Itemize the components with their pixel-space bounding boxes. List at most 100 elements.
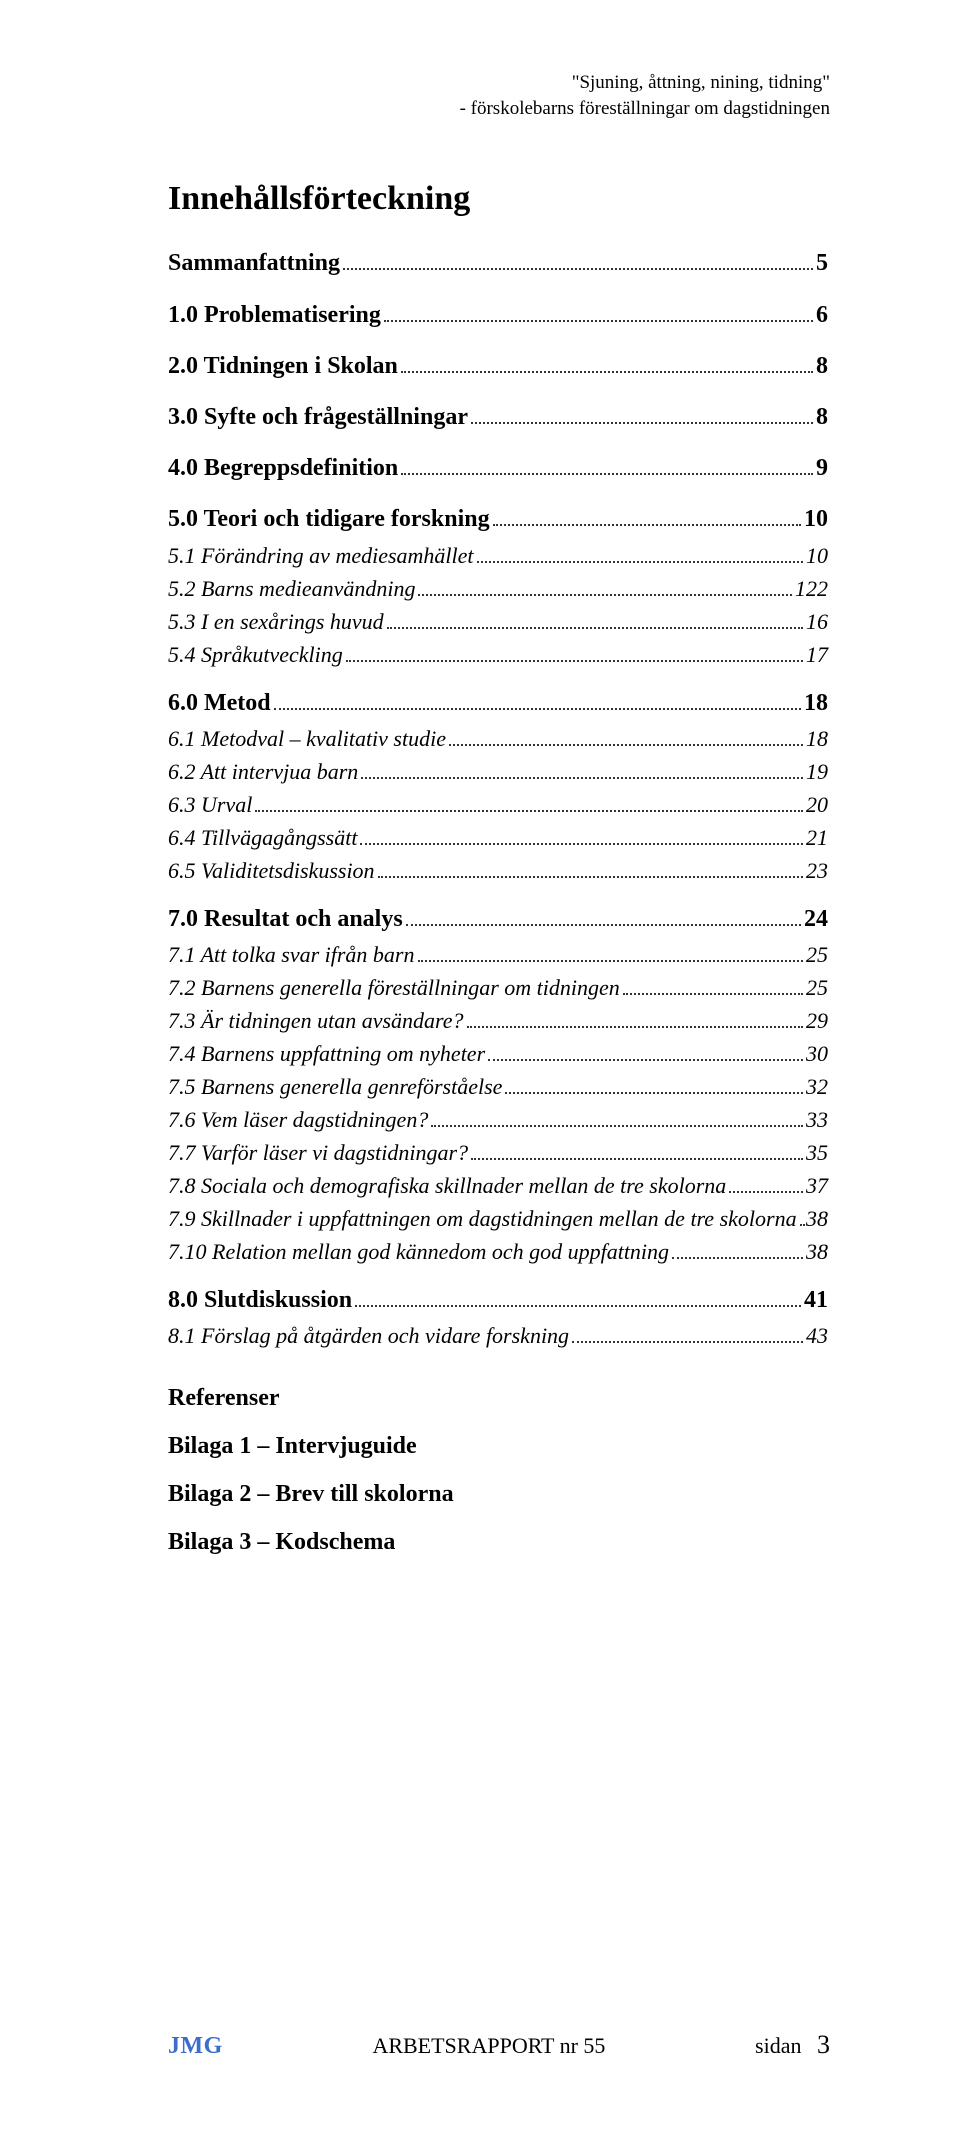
toc-entry: 7.2 Barnens generella föreställningar om… [168,971,828,1004]
toc-leader [672,1239,803,1259]
toc-entry: 8.1 Förslag på åtgärden och vidare forsk… [168,1319,828,1352]
toc-leader [378,858,803,878]
toc-entry: 5.4 Språkutveckling 17 [168,638,828,671]
toc-entry-label: 6.0 Metod [168,685,271,722]
toc-entry-page: 18 [806,722,828,755]
toc-entry-label: 8.0 Slutdiskussion [168,1282,352,1319]
toc-entry-label: 7.1 Att tolka svar ifrån barn [168,938,415,971]
footer-center: ARBETSRAPPORT nr 55 [223,2033,755,2059]
toc-entry: 5.3 I en sexårings huvud16 [168,605,828,638]
toc-entry-page: 23 [806,854,828,887]
toc-entry-page: 35 [806,1136,828,1169]
toc-entry-page: 10 [804,501,828,538]
appendix-item: Bilaga 3 – Kodschema [168,1518,830,1566]
toc-entry-page: 5 [816,245,828,282]
toc-entry-label: 5.2 Barns medieanvändning [168,572,415,605]
running-head-line2: - förskolebarns föreställningar om dagst… [290,96,830,122]
toc-leader [493,505,801,526]
toc-entry: 7.3 Är tidningen utan avsändare?29 [168,1004,828,1037]
toc-entry: 6.5 Validitetsdiskussion 23 [168,854,828,887]
toc-leader [418,576,792,596]
toc-entry-label: 5.4 Språkutveckling [168,638,343,671]
toc-entry: 7.5 Barnens generella genreförståelse32 [168,1070,828,1103]
footer-brand: JMG [168,2033,223,2060]
toc-entry-label: 7.0 Resultat och analys [168,901,403,938]
footer-page-number: 3 [817,2030,830,2059]
toc-entry-page: 41 [804,1282,828,1319]
toc-entry-label: 7.9 Skillnader i uppfattningen om dagsti… [168,1202,797,1235]
toc-leader [471,1140,803,1160]
toc-entry: 8.0 Slutdiskussion 41 [168,1282,828,1319]
toc-title: Innehållsförteckning [168,180,830,217]
toc-entry: 5.2 Barns medieanvändning122 [168,572,828,605]
toc-entry: 5.1 Förändring av mediesamhället10 [168,539,828,572]
toc-leader [361,759,803,779]
toc-entry-label: 7.6 Vem läser dagstidningen? [168,1103,428,1136]
toc-entry: 6.4 Tillvägagångssätt 21 [168,821,828,854]
appendix-item: Bilaga 2 – Brev till skolorna [168,1470,830,1518]
toc-entry-page: 25 [806,971,828,1004]
toc-entry: 1.0 Problematisering6 [168,297,828,334]
toc-leader [488,1041,803,1061]
toc-entry-label: 6.1 Metodval – kvalitativ studie [168,722,446,755]
toc-entry: 2.0 Tidningen i Skolan 8 [168,348,828,385]
toc-entry-label: 5.1 Förändring av mediesamhället [168,539,474,572]
footer-side-label: sidan [755,2033,801,2058]
toc-entry: 7.7 Varför läser vi dagstidningar?35 [168,1136,828,1169]
toc-entry: Sammanfattning 5 [168,245,828,282]
toc-entry-page: 9 [816,450,828,487]
toc-entry-label: 7.2 Barnens generella föreställningar om… [168,971,620,1004]
toc-entry: 6.3 Urval20 [168,788,828,821]
toc-entry: 6.0 Metod 18 [168,685,828,722]
toc-entry: 7.9 Skillnader i uppfattningen om dagsti… [168,1202,828,1235]
toc-entry: 7.1 Att tolka svar ifrån barn 25 [168,938,828,971]
toc-entry-page: 38 [806,1202,828,1235]
toc-leader [355,1286,801,1307]
appendix-list: ReferenserBilaga 1 – IntervjuguideBilaga… [168,1374,830,1566]
toc-leader [346,642,803,662]
toc-entry-label: 4.0 Begreppsdefinition [168,450,398,487]
toc-leader [449,726,803,746]
toc-entry-page: 8 [816,399,828,436]
toc-entry-label: 7.4 Barnens uppfattning om nyheter [168,1037,485,1070]
toc-entry-page: 17 [806,638,828,671]
toc-entry-page: 30 [806,1037,828,1070]
toc-entry-page: 19 [806,755,828,788]
toc-entry: 4.0 Begreppsdefinition 9 [168,450,828,487]
toc-entry-label: 5.3 I en sexårings huvud [168,605,384,638]
toc-entry-page: 25 [806,938,828,971]
footer: JMG ARBETSRAPPORT nr 55 sidan 3 [168,2030,830,2060]
toc-entry: 5.0 Teori och tidigare forskning10 [168,501,828,538]
toc-entry-label: 6.3 Urval [168,788,252,821]
toc-entry-label: 6.5 Validitetsdiskussion [168,854,375,887]
toc-leader [401,352,813,373]
toc-entry-label: Sammanfattning [168,245,340,282]
toc-leader [800,1206,803,1226]
toc-leader [729,1173,803,1193]
toc-leader [401,454,813,475]
toc-leader [572,1323,803,1343]
toc-entry-page: 29 [806,1004,828,1037]
running-head-line1: "Sjuning, åttning, nining, tidning" [290,70,830,96]
toc-entry-label: 6.4 Tillvägagångssätt [168,821,357,854]
toc-entry-page: 18 [804,685,828,722]
toc-leader [255,792,803,812]
toc-entry-page: 38 [806,1235,828,1268]
toc-leader [274,688,801,709]
toc-entry: 7.4 Barnens uppfattning om nyheter 30 [168,1037,828,1070]
toc-entry-page: 24 [804,901,828,938]
toc-leader [387,609,803,629]
toc-entry-label: 8.1 Förslag på åtgärden och vidare forsk… [168,1319,569,1352]
toc-entry-page: 6 [816,297,828,334]
toc-entry: 7.10 Relation mellan god kännedom och go… [168,1235,828,1268]
toc-entry-page: 21 [806,821,828,854]
toc-entry: 7.6 Vem läser dagstidningen?33 [168,1103,828,1136]
toc-entry-page: 8 [816,348,828,385]
toc-leader [418,942,804,962]
toc-entry-label: 2.0 Tidningen i Skolan [168,348,398,385]
appendix-item: Referenser [168,1374,830,1422]
toc-leader [343,249,813,270]
footer-right: sidan 3 [755,2030,830,2060]
toc-entry: 7.8 Sociala och demografiska skillnader … [168,1169,828,1202]
toc-leader [505,1074,803,1094]
